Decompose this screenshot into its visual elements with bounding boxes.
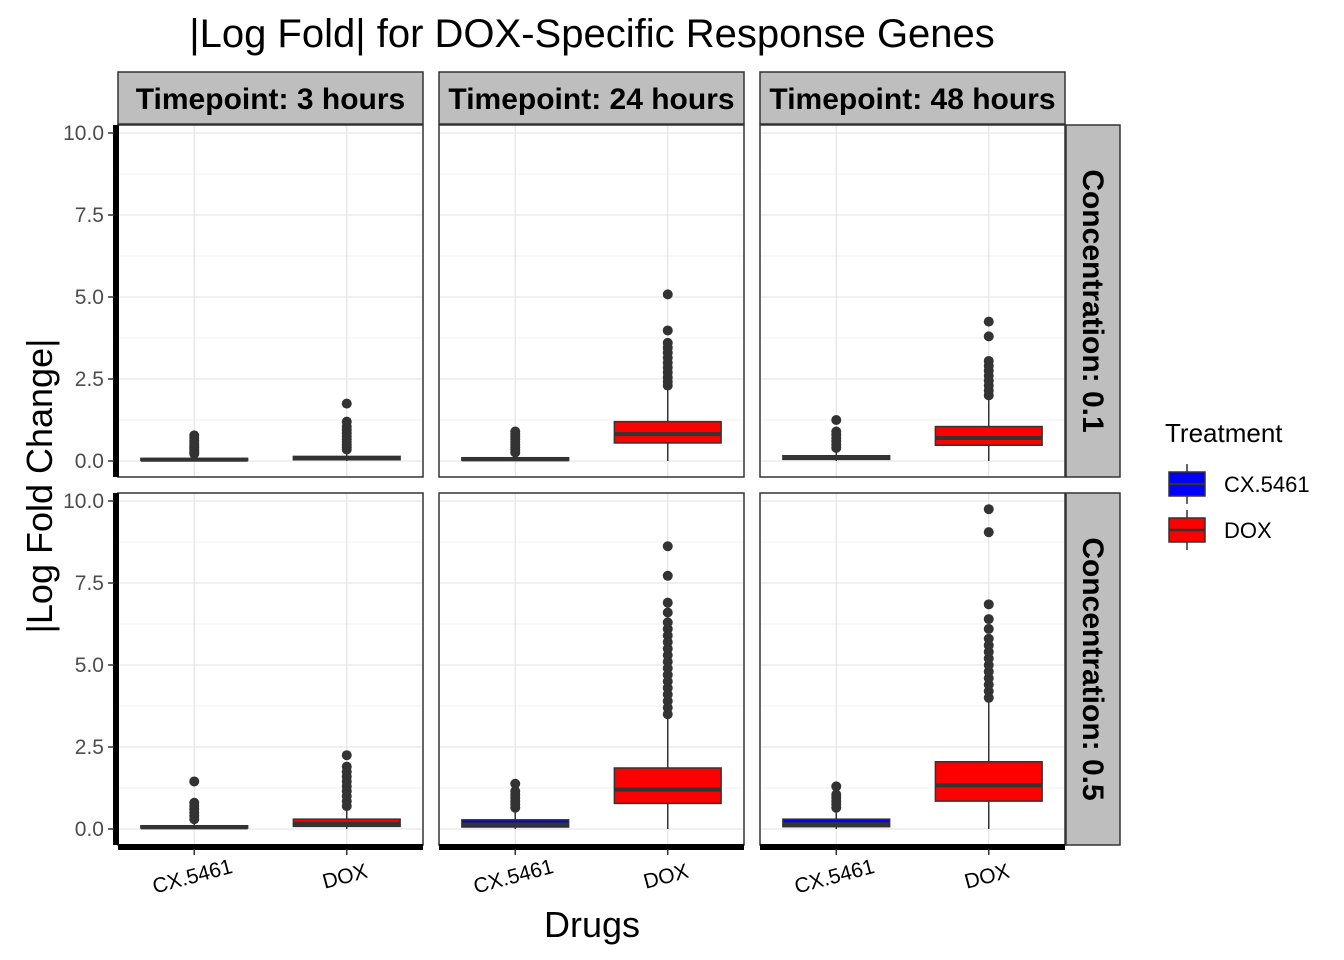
row-strip-label: Concentration: 0.1 bbox=[1076, 169, 1109, 432]
outlier-point bbox=[662, 325, 673, 336]
panel-background bbox=[439, 125, 744, 477]
outlier-point bbox=[983, 355, 994, 366]
box-cx-5461 bbox=[782, 415, 891, 461]
col-strip bbox=[117, 71, 424, 125]
outlier-point bbox=[510, 426, 521, 437]
legend-entry: CX.5461 bbox=[1168, 464, 1310, 504]
box-iqr bbox=[934, 761, 1043, 802]
legend: Treatment CX.5461 DOX bbox=[1165, 418, 1310, 550]
x-tick-label: DOX bbox=[320, 860, 370, 894]
outlier-point bbox=[662, 617, 673, 628]
outlier-point bbox=[983, 614, 994, 625]
outlier-point bbox=[189, 430, 200, 441]
outlier-point bbox=[831, 426, 842, 437]
chart-title: |Log Fold| for DOX-Specific Response Gen… bbox=[189, 12, 995, 56]
outlier-point bbox=[983, 504, 994, 515]
facet-panel: CX.5461 DOX bbox=[759, 492, 1066, 898]
outlier-point bbox=[983, 599, 994, 610]
box-cx-5461 bbox=[461, 778, 570, 829]
box-iqr bbox=[613, 767, 722, 805]
col-strip-label: Timepoint: 24 hours bbox=[448, 83, 734, 116]
outlier-point bbox=[983, 331, 994, 342]
x-tick-label: CX.5461 bbox=[471, 855, 556, 898]
y-tick-label: 0.0 bbox=[75, 818, 104, 841]
col-strip bbox=[759, 71, 1066, 125]
col-strip-label: Timepoint: 3 hours bbox=[136, 83, 405, 116]
outlier-point bbox=[662, 570, 673, 581]
box-iqr bbox=[934, 425, 1043, 447]
y-tick-label: 10.0 bbox=[63, 122, 104, 145]
box-dox bbox=[292, 750, 401, 829]
box-cx-5461 bbox=[140, 776, 249, 830]
y-tick-label: 5.0 bbox=[75, 654, 104, 677]
y-axis-label: |Log Fold Change| bbox=[19, 339, 60, 634]
outlier-point bbox=[341, 750, 352, 761]
box-dox bbox=[613, 541, 722, 829]
facet-panel: 0.0 2.5 5.0 7.5 10.0 bbox=[63, 122, 424, 478]
panel-background bbox=[118, 125, 423, 477]
box-dox bbox=[292, 398, 401, 461]
x-tick-label: CX.5461 bbox=[150, 855, 235, 898]
x-axis-label: Drugs bbox=[544, 904, 640, 945]
y-tick-label: 7.5 bbox=[75, 204, 104, 227]
outlier-point bbox=[831, 789, 842, 800]
outlier-point bbox=[983, 316, 994, 327]
facet-panel: CX.5461 DOX bbox=[438, 492, 745, 898]
outlier-point bbox=[662, 597, 673, 608]
box-dox bbox=[934, 316, 1043, 461]
outlier-point bbox=[189, 776, 200, 787]
legend-entry-label: DOX bbox=[1224, 518, 1272, 543]
panel-border bbox=[438, 124, 745, 478]
x-tick-label: DOX bbox=[962, 860, 1012, 894]
facet-panel bbox=[438, 124, 745, 478]
legend-title: Treatment bbox=[1165, 418, 1283, 448]
box-cx-5461 bbox=[782, 781, 891, 829]
y-tick-label: 2.5 bbox=[75, 368, 104, 391]
row-strip bbox=[1065, 492, 1121, 846]
legend-entry-label: CX.5461 bbox=[1224, 472, 1310, 497]
outlier-point bbox=[189, 797, 200, 808]
box-dox bbox=[613, 289, 722, 461]
panel-border bbox=[759, 124, 1066, 478]
outlier-point bbox=[983, 633, 994, 644]
outlier-point bbox=[510, 786, 521, 797]
x-tick-label: DOX bbox=[641, 860, 691, 894]
y-tick-label: 0.0 bbox=[75, 450, 104, 473]
outlier-point bbox=[983, 623, 994, 634]
outlier-point bbox=[341, 761, 352, 772]
x-tick-label: CX.5461 bbox=[792, 855, 877, 898]
outlier-point bbox=[662, 337, 673, 348]
row-strip-label: Concentration: 0.5 bbox=[1076, 537, 1109, 800]
facet-panels: Timepoint: 3 hours Timepoint: 24 hours Tim… bbox=[63, 71, 1121, 898]
outlier-point bbox=[662, 541, 673, 552]
box-cx-5461 bbox=[461, 426, 570, 462]
outlier-point bbox=[510, 778, 521, 789]
outlier-point bbox=[662, 289, 673, 300]
outlier-point bbox=[831, 415, 842, 425]
outlier-point bbox=[341, 398, 352, 409]
y-tick-label: 2.5 bbox=[75, 736, 104, 759]
y-tick-label: 7.5 bbox=[75, 572, 104, 595]
outlier-point bbox=[831, 781, 842, 792]
col-strip bbox=[438, 71, 745, 125]
panel-background bbox=[118, 493, 423, 845]
outlier-point bbox=[983, 527, 994, 538]
y-tick-label: 10.0 bbox=[63, 490, 104, 513]
box-dox bbox=[934, 504, 1043, 829]
panel-background bbox=[760, 125, 1065, 477]
y-tick-label: 5.0 bbox=[75, 286, 104, 309]
outlier-point bbox=[341, 416, 352, 427]
outlier-point bbox=[662, 607, 673, 618]
row-strip bbox=[1065, 124, 1121, 478]
box-cx-5461 bbox=[140, 430, 249, 462]
col-strip-label: Timepoint: 48 hours bbox=[769, 83, 1055, 116]
legend-entry: DOX bbox=[1168, 510, 1272, 550]
facet-panel: 0.0 2.5 5.0 7.5 10.0 CX.5461 DOX bbox=[63, 490, 424, 898]
facet-panel bbox=[759, 124, 1066, 478]
